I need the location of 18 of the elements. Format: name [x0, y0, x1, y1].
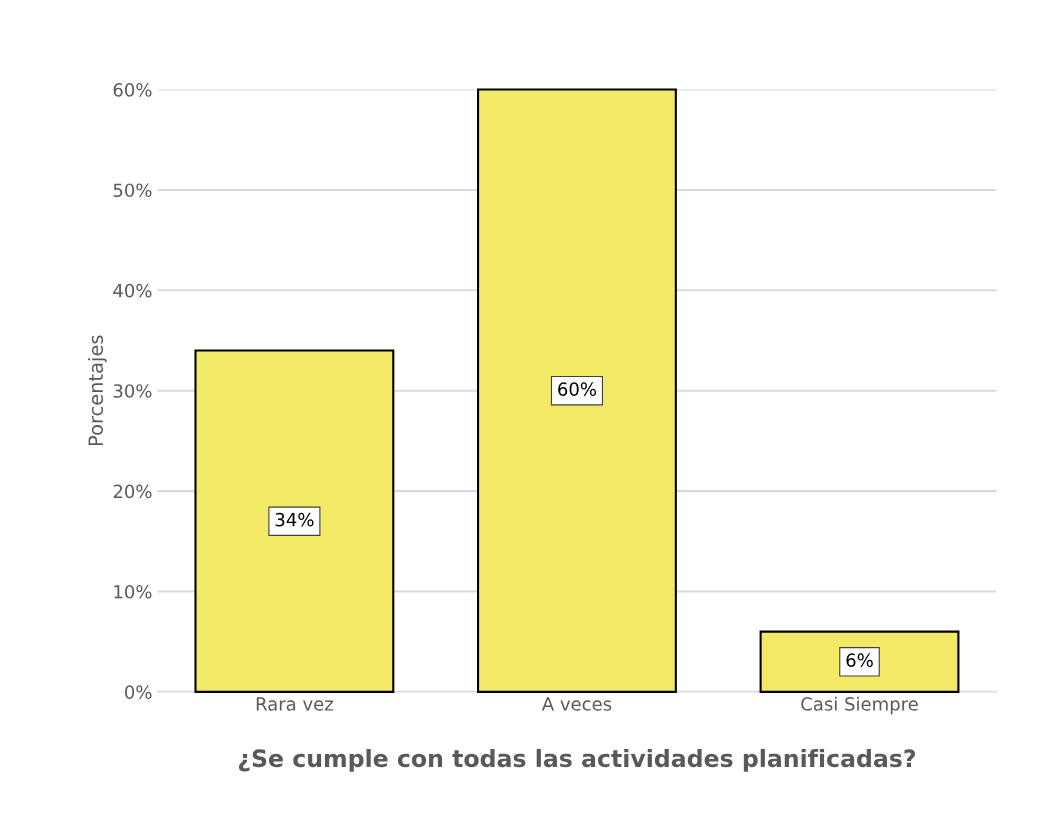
data-label: 60%: [558, 382, 597, 396]
data-label: 34%: [275, 512, 314, 527]
y-tick-label: 60%: [113, 83, 152, 97]
y-tick-label: 0%: [125, 685, 152, 700]
x-tick-label: Rara vez: [256, 697, 333, 711]
y-tick-label: 30%: [113, 384, 152, 398]
bar: [759, 630, 960, 693]
x-axis-title: ¿Se cumple con todas las actividades planificadas?: [238, 748, 916, 772]
y-tick-label: 10%: [114, 584, 152, 599]
y-tick-label: 50%: [113, 183, 152, 198]
bar: [477, 88, 677, 693]
y-tick-label: 20%: [113, 484, 152, 499]
y-axis-title: Porcentajes: [87, 335, 107, 446]
bar: [194, 349, 395, 693]
x-tick-label: A veces: [541, 697, 612, 711]
y-tick-label: 40%: [113, 283, 152, 298]
data-label: 6%: [846, 653, 873, 668]
x-tick-label: Casi Siempre: [801, 696, 918, 715]
